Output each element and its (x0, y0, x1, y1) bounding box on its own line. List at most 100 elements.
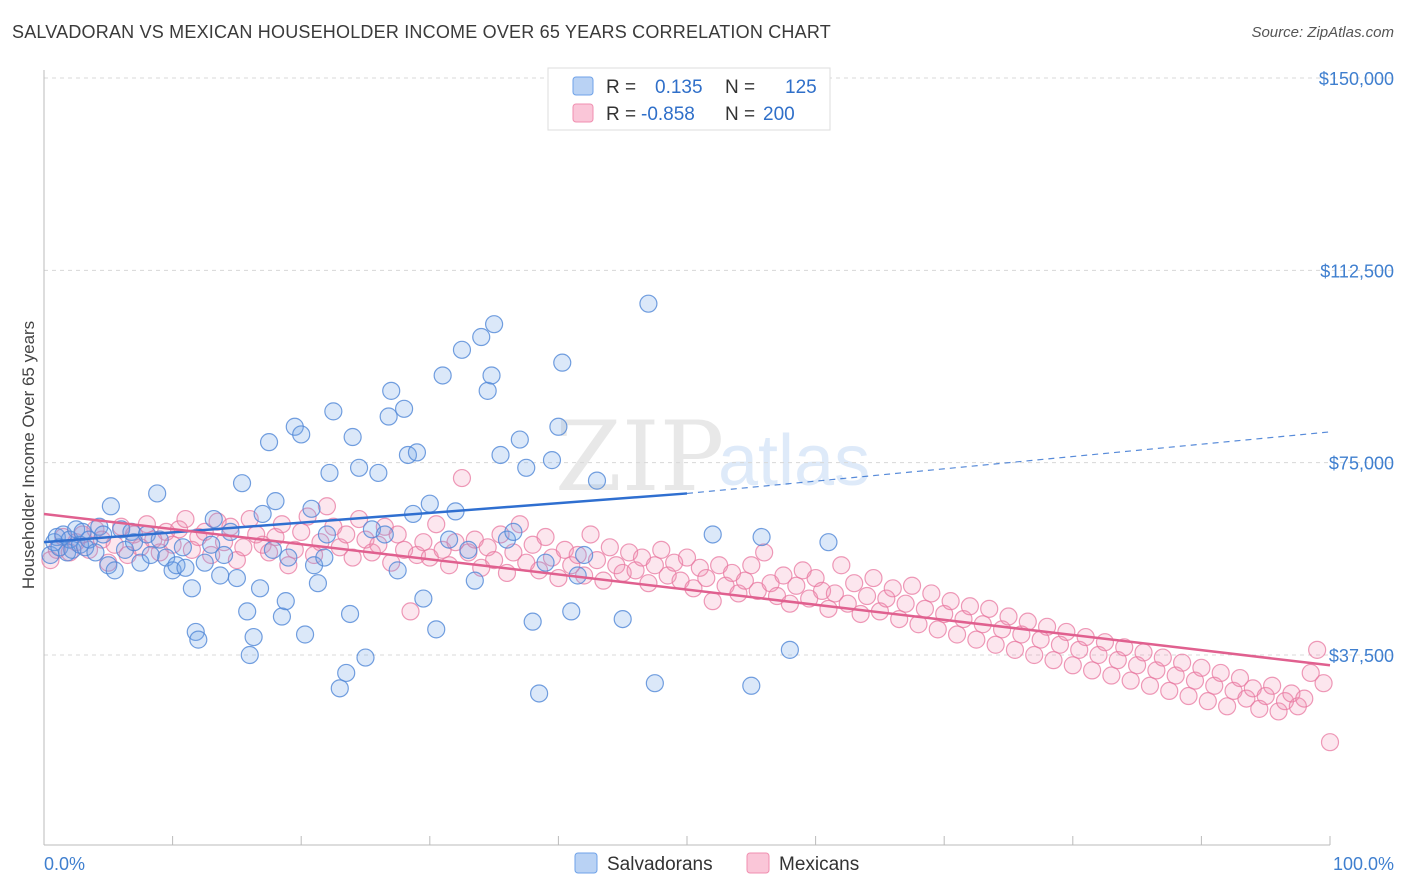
mexicans-point (1140, 676, 1160, 695)
y-axis-title: Householder Income Over 65 years (19, 321, 38, 589)
mexicans-point (1044, 651, 1063, 670)
salvadorans-point (173, 538, 192, 557)
mexicans-point (742, 556, 761, 575)
salvadorans-point (148, 484, 167, 503)
salvadorans-point (510, 430, 529, 449)
salvadorans-point (414, 589, 433, 608)
salvadorans-point (337, 663, 356, 683)
mexicans-point (1121, 671, 1140, 690)
mexicans-point (427, 515, 446, 534)
mexicans-point (1301, 663, 1320, 683)
mexicans-point (690, 558, 709, 577)
mexicans-point (1218, 697, 1237, 716)
salvadorans-point (562, 602, 581, 621)
salvadorans-point (86, 543, 105, 562)
salvadorans-point (101, 497, 120, 516)
mexicans-point (825, 584, 844, 603)
mexicans-point (735, 571, 754, 590)
mexicans-point (851, 604, 870, 624)
mexicans-point (787, 576, 806, 595)
mexicans-point (1005, 640, 1025, 659)
mexicans-point (1263, 676, 1282, 695)
salvadorans-point (819, 533, 838, 552)
watermark-atlas: atlas (718, 421, 870, 501)
salvadorans-point (780, 640, 799, 659)
salvadorans-point (250, 579, 270, 598)
mexicans-point (967, 630, 986, 649)
salvadorans-point (259, 433, 279, 452)
mexicans-point (645, 556, 664, 575)
salvadorans-point (349, 458, 369, 477)
salvadorans-point (304, 556, 324, 575)
mexicans-point (1295, 689, 1314, 708)
salvadorans-point (420, 494, 439, 513)
mexicans-point (780, 594, 799, 613)
salvadorans-point (272, 607, 292, 626)
salvadorans-point (94, 525, 113, 544)
mexicans-point (1160, 681, 1179, 701)
bottom-legend-label-salvadorans: Salvadorans (607, 854, 713, 875)
mexicans-point (1025, 645, 1044, 665)
salvadorans-point (232, 474, 252, 493)
salvadorans-point (356, 648, 375, 667)
mexicans-point (755, 543, 774, 562)
salvadorans-point (439, 530, 459, 549)
salvadorans-point (330, 679, 349, 698)
mexicans-point (176, 509, 195, 529)
legend-box (547, 67, 831, 131)
mexicans-point (915, 599, 935, 618)
mexicans-point (941, 592, 960, 611)
mexicans-point (536, 527, 555, 547)
legend-r-label-salvadorans: R = (606, 77, 636, 98)
salvadorans-point (112, 520, 131, 539)
mexicans-point (401, 602, 420, 621)
mexicans-point (337, 525, 356, 544)
trend-lines (43, 431, 1331, 667)
salvadorans-point (491, 445, 510, 465)
salvadorans-point (388, 561, 407, 580)
bottom-legend-swatch-salvadorans (574, 852, 598, 874)
salvadorans-point (382, 381, 401, 400)
mexicans-point (1192, 658, 1211, 677)
mexicans-point (896, 594, 915, 613)
y-tick-label: $112,500 (1320, 261, 1394, 281)
mexicans-point (986, 635, 1005, 654)
salvadorans-point (240, 645, 259, 665)
mexicans-point (857, 586, 877, 606)
salvadorans-point (204, 509, 223, 529)
mexicans-point (1230, 668, 1250, 688)
legend-n-value-mexicans: 200 (763, 104, 795, 125)
mexicans-point (922, 584, 941, 603)
salvadorans-point (394, 399, 414, 418)
watermark: ZIP atlas (555, 401, 870, 513)
salvadorans-point (324, 402, 343, 421)
mexicans-point (234, 538, 253, 557)
salvadorans-point (266, 492, 285, 511)
mexicans-point (703, 592, 722, 611)
mexicans-point (947, 625, 967, 644)
salvadorans-point (214, 545, 234, 565)
chart-title: SALVADORAN VS MEXICAN HOUSEHOLDER INCOME… (12, 22, 831, 42)
mexicans-point (1256, 686, 1275, 706)
salvadorans-point (263, 540, 283, 559)
mexicans-point (1314, 674, 1333, 693)
mexicans-point (1308, 640, 1327, 659)
mexicans-point (999, 607, 1018, 626)
mexicans-point (1082, 661, 1102, 680)
mexicans-point (452, 468, 472, 488)
salvadorans-point (752, 527, 771, 547)
mexicans-point (1018, 612, 1037, 631)
x-ticks (43, 836, 1331, 845)
salvadorans-point (195, 553, 214, 572)
salvadorans-point (189, 630, 208, 649)
mexicans-point (439, 556, 459, 575)
legend-n-value-salvadorans: 125 (785, 77, 817, 98)
salvadorans-point (131, 553, 150, 572)
salvadorans-point (202, 535, 221, 554)
mexicans-point (1237, 689, 1256, 708)
mexicans-point (845, 574, 864, 593)
mexicans-point (883, 579, 902, 598)
salvadorans-point (465, 571, 484, 590)
salvadorans-point (613, 609, 632, 629)
